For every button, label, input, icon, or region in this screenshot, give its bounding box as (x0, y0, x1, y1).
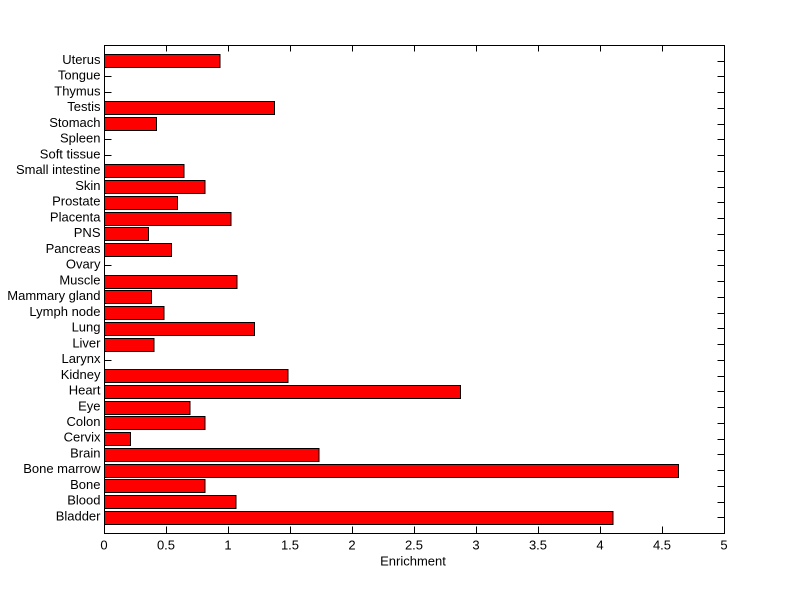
svg-text:Uterus: Uterus (62, 52, 101, 67)
svg-text:Bone marrow: Bone marrow (23, 461, 101, 476)
svg-text:Bladder: Bladder (56, 509, 101, 524)
svg-text:Muscle: Muscle (59, 272, 100, 287)
svg-text:Lung: Lung (72, 320, 101, 335)
svg-text:Soft tissue: Soft tissue (40, 146, 101, 161)
svg-text:0.5: 0.5 (157, 538, 175, 553)
svg-text:Placenta: Placenta (50, 209, 101, 224)
svg-text:Bone: Bone (70, 477, 100, 492)
svg-text:Ovary: Ovary (66, 257, 101, 272)
svg-text:Prostate: Prostate (52, 194, 100, 209)
svg-text:Colon: Colon (67, 414, 101, 429)
svg-text:1.5: 1.5 (281, 538, 299, 553)
svg-text:Thymus: Thymus (54, 83, 101, 98)
svg-text:Testis: Testis (67, 99, 101, 114)
svg-text:Enrichment: Enrichment (380, 554, 446, 569)
svg-text:3.5: 3.5 (529, 538, 547, 553)
svg-text:Small intestine: Small intestine (16, 162, 101, 177)
svg-text:Lymph node: Lymph node (29, 304, 100, 319)
svg-text:4: 4 (596, 538, 603, 553)
svg-text:Stomach: Stomach (49, 115, 100, 130)
svg-text:Blood: Blood (67, 493, 100, 508)
svg-text:Tongue: Tongue (58, 68, 101, 83)
svg-text:1: 1 (224, 538, 231, 553)
svg-text:Heart: Heart (69, 383, 101, 398)
svg-text:2.5: 2.5 (405, 538, 423, 553)
svg-text:Liver: Liver (72, 335, 101, 350)
svg-text:Eye: Eye (78, 398, 100, 413)
svg-text:Larynx: Larynx (61, 351, 101, 366)
svg-text:Cervix: Cervix (64, 430, 101, 445)
svg-text:PNS: PNS (74, 225, 101, 240)
svg-text:Spleen: Spleen (60, 131, 100, 146)
svg-text:Kidney: Kidney (61, 367, 101, 382)
svg-text:Pancreas: Pancreas (46, 241, 101, 256)
svg-text:2: 2 (348, 538, 355, 553)
svg-text:4.5: 4.5 (653, 538, 671, 553)
svg-text:5: 5 (720, 538, 727, 553)
svg-text:Mammary gland: Mammary gland (7, 288, 100, 303)
svg-text:3: 3 (472, 538, 479, 553)
svg-text:Brain: Brain (70, 446, 100, 461)
svg-text:0: 0 (100, 538, 107, 553)
svg-text:Skin: Skin (75, 178, 100, 193)
